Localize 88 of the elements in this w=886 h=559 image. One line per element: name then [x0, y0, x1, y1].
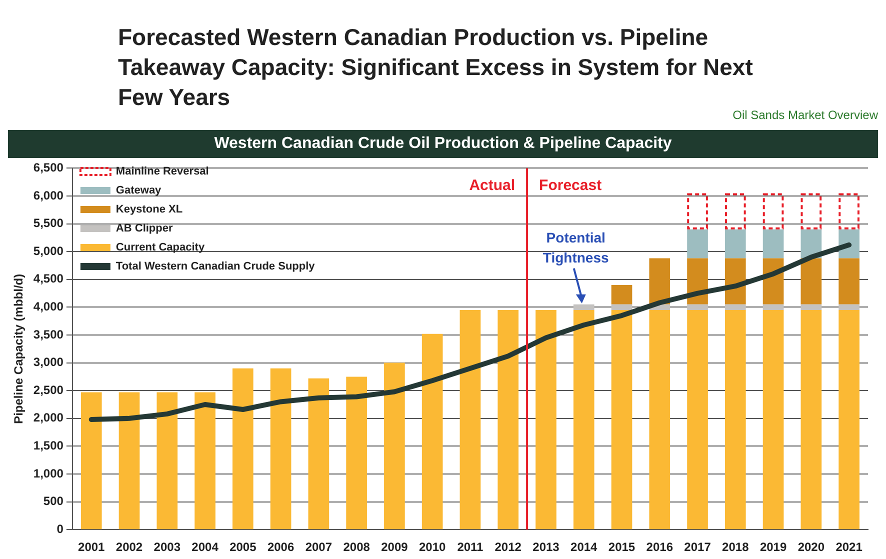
bar: [80, 392, 102, 530]
bar: [573, 304, 594, 310]
legend-label: Mainline Reversal: [116, 166, 209, 178]
x-tick-label: 2016: [646, 540, 674, 554]
x-tick-label: 2006: [267, 540, 294, 554]
legend-label: Total Western Canadian Crude Supply: [116, 260, 316, 273]
bar: [762, 229, 784, 258]
bar: [649, 310, 670, 530]
bar: [611, 304, 632, 310]
bar: [762, 304, 784, 310]
bar: [724, 304, 746, 310]
x-tick-label: 2001: [78, 540, 106, 554]
x-tick-label: 2010: [418, 540, 446, 554]
bar: [498, 310, 519, 530]
bar: [194, 392, 216, 530]
y-tick-label: 5,000: [33, 244, 64, 258]
bar: [800, 258, 822, 304]
y-tick-label: 1,500: [33, 438, 64, 453]
x-tick-label: 2004: [192, 540, 219, 554]
y-tick-label: 0: [56, 522, 64, 536]
x-tick-label: 2002: [116, 540, 143, 554]
bar: [724, 310, 746, 530]
bar: [346, 376, 367, 530]
y-tick-label: 2,000: [33, 410, 64, 425]
bar: [270, 368, 292, 530]
legend-label: AB Clipper: [116, 222, 174, 235]
bar: [156, 392, 178, 530]
x-tick-label: 2017: [684, 540, 712, 554]
y-tick-label: 4,500: [33, 272, 64, 286]
bar: [838, 310, 860, 530]
bar: [422, 334, 443, 530]
bar: [232, 368, 254, 530]
text: Oil Sands Market Overview: [732, 108, 878, 122]
y-tick-label: 1,000: [33, 466, 64, 480]
bar: [687, 304, 708, 310]
bar: [800, 304, 822, 310]
x-tick-label: 2007: [305, 540, 332, 554]
bar: [573, 310, 594, 530]
y-tick-label: 3,000: [33, 355, 64, 370]
bar: [611, 310, 632, 530]
legend-label: Current Capacity: [116, 242, 206, 254]
y-tick-label: 2,500: [33, 382, 64, 397]
bar: [118, 392, 140, 530]
annotation: Forecast: [539, 177, 602, 194]
bar: [384, 362, 405, 530]
bar: [308, 378, 330, 530]
x-tick-label: 2005: [230, 540, 257, 554]
legend-label: Gateway: [116, 184, 162, 197]
bar: [687, 310, 708, 530]
annotation: Potential Tightness: [542, 229, 610, 266]
bar: [460, 310, 481, 530]
x-tick-label: 2013: [532, 540, 560, 554]
x-tick-label: 2020: [798, 540, 825, 554]
bar: [611, 284, 632, 304]
annotation: Actual: [469, 177, 516, 194]
x-tick-label: 2011: [457, 540, 484, 554]
bar: [838, 193, 860, 230]
y-tick-label: 500: [43, 494, 64, 508]
bar: [687, 193, 708, 230]
bar: [536, 310, 556, 530]
x-tick-label: 2021: [836, 540, 863, 554]
x-tick-label: 2003: [154, 540, 181, 554]
x-tick-label: 2014: [570, 540, 598, 554]
bar: [838, 304, 860, 310]
chart-subtitle: Western Canadian Crude Oil Production & Pipeline Capacity: [8, 130, 878, 158]
bar: [800, 193, 822, 230]
x-tick-label: 2012: [494, 540, 522, 554]
bar: [762, 310, 784, 530]
y-tick-label: 6,500: [33, 160, 64, 175]
y-tick-label: 4,000: [33, 300, 64, 314]
x-tick-label: 2009: [381, 540, 408, 554]
bar: [762, 193, 784, 230]
x-tick-label: 2015: [608, 540, 636, 554]
x-tick-label: 2019: [760, 540, 787, 554]
x-tick-label: 2008: [343, 540, 370, 554]
bar: [649, 258, 670, 304]
y-tick-label: 5,500: [33, 216, 64, 230]
bar: [724, 229, 746, 258]
bar: [687, 229, 708, 258]
y-axis-title: Pipeline Capacity (mbbl/d): [12, 274, 26, 424]
legend-label: Keystone XL: [116, 204, 183, 216]
x-tick-label: 2018: [722, 540, 750, 554]
y-tick-label: 3,500: [33, 327, 64, 342]
bar: [838, 258, 860, 304]
chart-title: Forecasted Western Canadian Production vs. Pipeline Takeaway Capacity: Significant Excess in System for Next Few Years: [118, 24, 753, 110]
bar: [800, 310, 822, 530]
y-tick-label: 6,000: [33, 188, 64, 202]
bar: [724, 193, 746, 230]
